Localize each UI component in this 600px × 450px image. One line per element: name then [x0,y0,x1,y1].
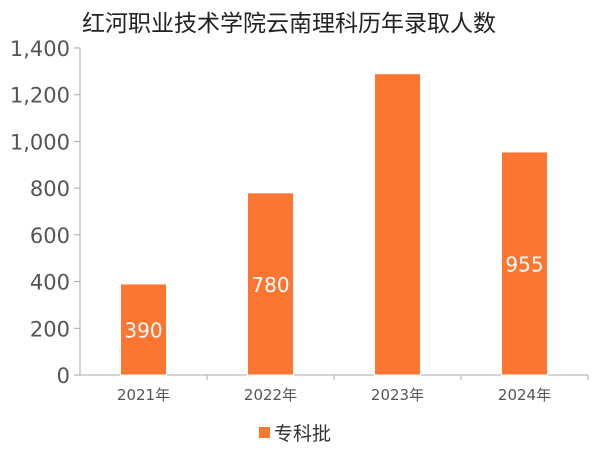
bars [120,73,548,376]
x-tick-label: 2023年 [371,386,424,404]
x-axis: 2021年 2022年 2023年 2024年 [80,374,589,404]
bar [247,192,294,376]
y-tick-label: 600 [30,224,70,248]
y-tick-label: 1,200 [10,84,70,108]
y-tick-label: 1,400 [10,37,70,61]
x-tick-label: 2022年 [244,386,297,404]
chart-title: 红河职业技术学院云南理科历年录取人数 [82,11,496,37]
legend-label-series-1: 专科批 [274,423,332,445]
x-tick-label: 2024年 [498,386,551,404]
legend-swatch [259,427,270,438]
y-tick-label: 400 [30,271,70,295]
data-label: 780 [251,273,289,297]
data-labels: 390 780 955 [124,252,543,342]
bar [120,283,167,376]
legend: 专科批 [259,419,331,446]
bar [501,151,548,376]
bar [374,73,421,376]
y-tick-label: 1,000 [10,130,70,154]
y-tick-label: 0 [57,364,70,388]
data-label: 955 [505,252,543,276]
y-tick-label: 200 [30,317,70,341]
y-tick-label: 800 [30,177,70,201]
data-label: 390 [124,318,162,342]
y-axis: 0 200 400 600 800 1,000 1,200 1,400 [10,37,81,388]
x-tick-label: 2021年 [117,386,170,404]
